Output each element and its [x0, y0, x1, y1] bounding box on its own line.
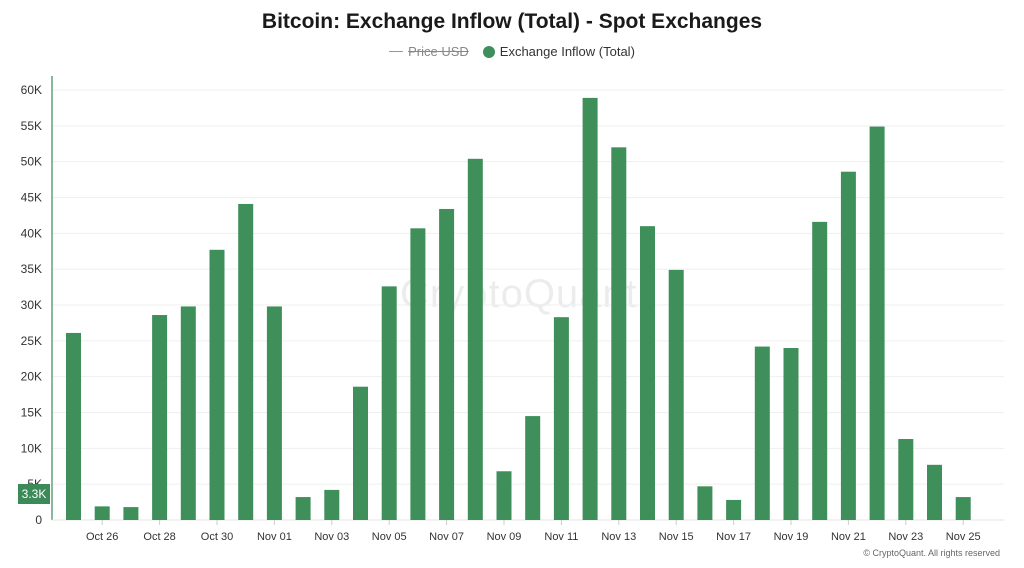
- legend-label-inflow: Exchange Inflow (Total): [499, 44, 635, 59]
- bar: [152, 315, 168, 520]
- bar: [94, 506, 110, 520]
- bar: [525, 416, 541, 520]
- copyright-credit: © CryptoQuant. All rights reserved: [863, 548, 1000, 558]
- legend-line-icon: [389, 51, 404, 52]
- bar: [812, 221, 828, 520]
- bar: [295, 497, 311, 520]
- bar: [611, 147, 627, 521]
- y-cursor-value-badge: 3.3K: [18, 484, 50, 504]
- y-tick-label: 55K: [21, 119, 42, 133]
- bar: [955, 497, 971, 520]
- x-tick-label: Nov 13: [601, 531, 636, 543]
- y-tick-label: 35K: [21, 262, 42, 276]
- y-tick-label: 10K: [21, 441, 42, 455]
- bar: [66, 332, 81, 520]
- x-tick-label: Nov 07: [429, 531, 464, 543]
- y-tick-label: 40K: [21, 226, 42, 240]
- x-tick-label: Oct 28: [143, 531, 175, 543]
- legend-label-price: Price USD: [408, 44, 469, 59]
- bar: [697, 486, 713, 520]
- bar: [180, 306, 196, 520]
- y-tick-label: 20K: [21, 370, 42, 384]
- bar: [783, 348, 799, 520]
- x-tick-label: Nov 25: [946, 531, 981, 543]
- bar: [754, 346, 770, 520]
- y-tick-label: 15K: [21, 406, 42, 420]
- bar: [927, 464, 942, 520]
- bar: [898, 439, 914, 520]
- bar: [726, 499, 742, 520]
- bar: [840, 171, 856, 520]
- legend-dot-icon: [482, 45, 495, 58]
- chart-title: Bitcoin: Exchange Inflow (Total) - Spot …: [261, 10, 763, 33]
- bar: [266, 306, 282, 520]
- bar: [353, 386, 368, 520]
- bar: [668, 269, 684, 520]
- x-tick-label: Nov 05: [372, 531, 407, 543]
- x-tick-label: Nov 03: [314, 531, 349, 543]
- x-tick-label: Nov 09: [487, 531, 522, 543]
- x-tick-label: Nov 17: [716, 531, 751, 543]
- bar: [123, 507, 139, 520]
- bar: [869, 126, 885, 521]
- legend-item-inflow[interactable]: Exchange Inflow (Total): [482, 44, 635, 59]
- x-tick-label: Nov 01: [257, 531, 292, 543]
- y-tick-label: 50K: [21, 155, 42, 169]
- bar: [209, 249, 225, 521]
- bar: [324, 489, 340, 520]
- y-tick-label: 25K: [21, 334, 42, 348]
- chart-legend: Price USD Exchange Inflow (Total): [0, 44, 1024, 59]
- x-tick-label: Nov 23: [888, 531, 923, 543]
- bar: [467, 158, 483, 521]
- x-tick-label: Nov 15: [659, 531, 694, 543]
- bar: [439, 208, 455, 520]
- x-tick-label: Nov 19: [774, 531, 809, 543]
- bar: [238, 203, 254, 520]
- bar: [410, 228, 426, 521]
- x-tick-label: Oct 30: [201, 531, 233, 543]
- legend-item-price[interactable]: Price USD: [389, 44, 469, 59]
- y-tick-label: 45K: [21, 191, 42, 205]
- y-tick-label: 0: [35, 513, 42, 527]
- bar: [553, 317, 569, 520]
- x-tick-label: Nov 11: [544, 531, 578, 543]
- bar: [381, 286, 397, 520]
- x-tick-label: Nov 21: [831, 531, 866, 543]
- bar: [582, 97, 598, 520]
- y-tick-label: 60K: [21, 83, 42, 97]
- bar: [496, 471, 512, 520]
- y-tick-label: 30K: [21, 298, 42, 312]
- x-tick-label: Oct 26: [86, 531, 118, 543]
- bar: [640, 226, 655, 520]
